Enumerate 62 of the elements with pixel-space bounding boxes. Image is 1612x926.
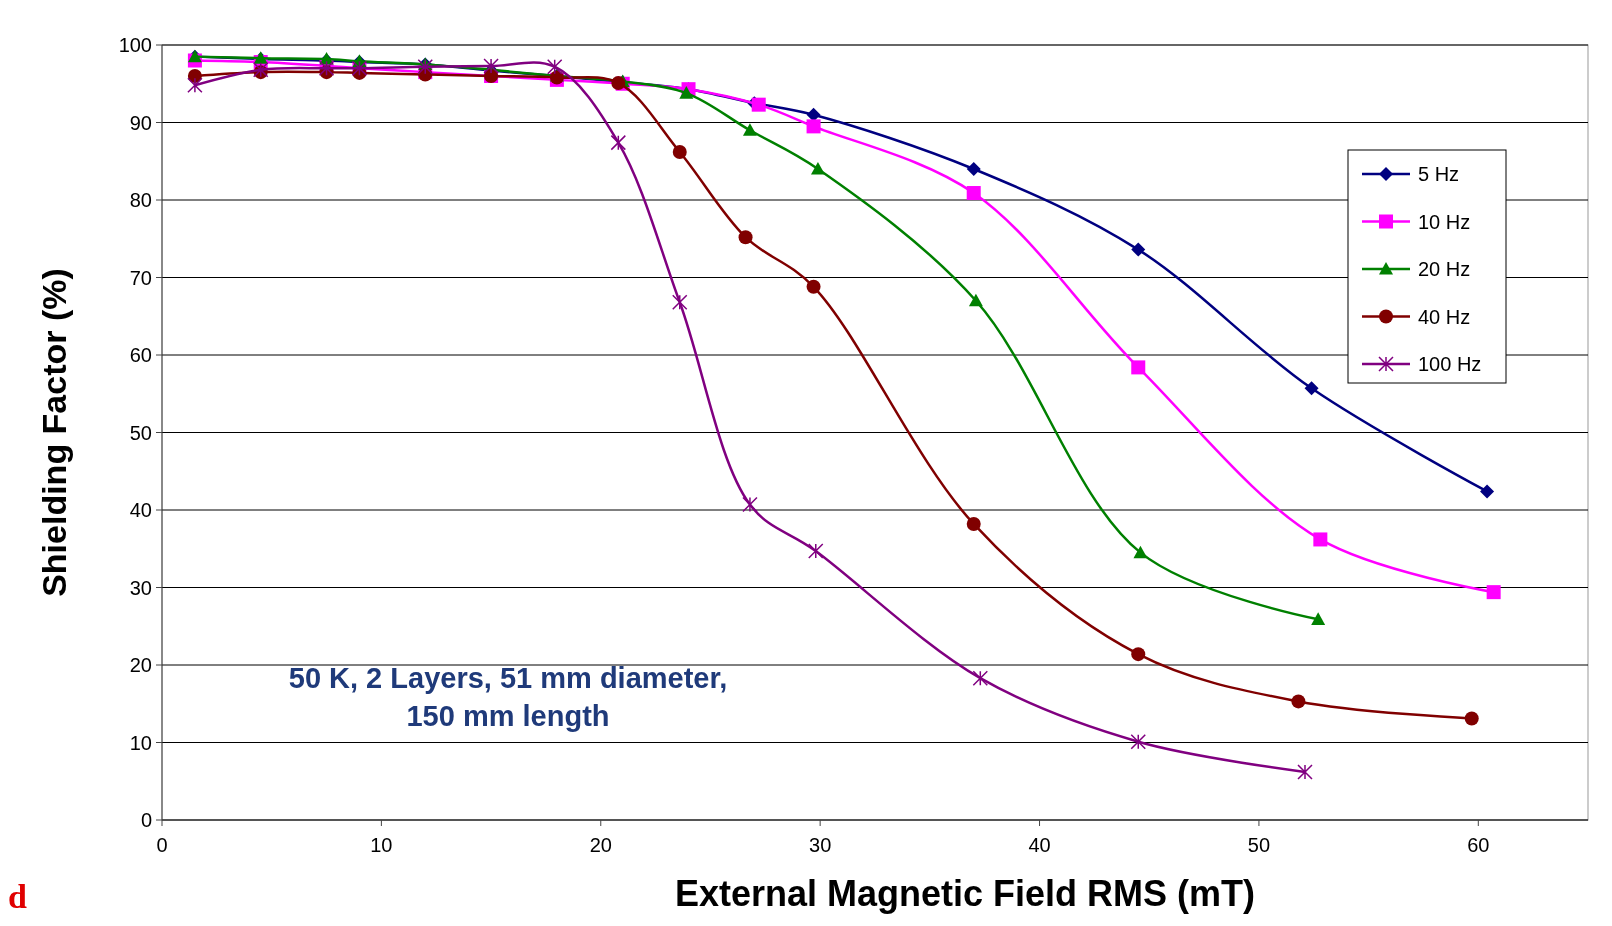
- point: [1297, 764, 1313, 780]
- point: [1131, 647, 1146, 662]
- y-tick-label: 0: [140, 809, 152, 831]
- point: [1131, 242, 1146, 257]
- y-axis-title: Shielding Factor (%): [35, 268, 73, 597]
- x-tick-label: 60: [1467, 834, 1490, 856]
- point: [679, 86, 694, 99]
- point: [1291, 694, 1306, 709]
- x-axis-title: External Magnetic Field RMS (mT): [674, 873, 1256, 914]
- legend-label: 10 Hz: [1418, 210, 1471, 233]
- point: [966, 516, 981, 531]
- point: [1133, 545, 1148, 559]
- x-tick-label: 30: [809, 834, 832, 856]
- point: [966, 186, 981, 201]
- point: [1486, 585, 1501, 600]
- point: [742, 496, 758, 513]
- point: [806, 279, 821, 294]
- y-tick-label: 80: [129, 189, 152, 211]
- point: [611, 75, 626, 90]
- x-tick-label: 40: [1028, 834, 1051, 856]
- point: [808, 543, 824, 559]
- y-tick-label: 60: [129, 344, 152, 366]
- x-tick-label: 50: [1247, 834, 1271, 856]
- point: [810, 162, 825, 175]
- point: [672, 294, 688, 311]
- point: [1311, 612, 1326, 625]
- point: [672, 144, 687, 159]
- x-tick-label: 0: [156, 834, 168, 856]
- point: [1130, 733, 1147, 750]
- x-tick-label: 10: [370, 834, 393, 856]
- y-tick-label: 10: [129, 731, 152, 754]
- legend-label: 100 Hz: [1418, 353, 1482, 375]
- y-tick-label: 40: [129, 499, 152, 521]
- point: [610, 134, 627, 151]
- point: [1464, 711, 1479, 726]
- point: [972, 670, 989, 686]
- y-tick-label: 90: [129, 111, 152, 134]
- point: [806, 119, 821, 134]
- point: [1304, 381, 1319, 396]
- y-tick-label: 50: [129, 421, 152, 444]
- text: d: [8, 878, 27, 915]
- point: [806, 107, 821, 122]
- point: [483, 58, 499, 74]
- y-tick-label: 100: [118, 34, 152, 56]
- point: [187, 77, 203, 94]
- point: [966, 162, 981, 176]
- point: [738, 230, 753, 245]
- y-tick-label: 30: [129, 576, 152, 599]
- x-tick-label: 20: [589, 834, 612, 856]
- y-tick-label: 20: [129, 654, 152, 676]
- annotation: 50 K, 2 Layers, 51 mm diameter, 150 mm length: [288, 662, 728, 732]
- point: [742, 123, 757, 136]
- point: [968, 293, 983, 307]
- point: [751, 97, 766, 112]
- point: [1131, 360, 1146, 375]
- y-tick-label: 70: [129, 266, 152, 289]
- legend-label: 40 Hz: [1418, 305, 1471, 328]
- point: [1480, 484, 1495, 499]
- point: [1313, 532, 1328, 547]
- legend-label: 5 Hz: [1418, 163, 1460, 185]
- point: [546, 58, 563, 75]
- legend-label: 20 Hz: [1418, 258, 1471, 280]
